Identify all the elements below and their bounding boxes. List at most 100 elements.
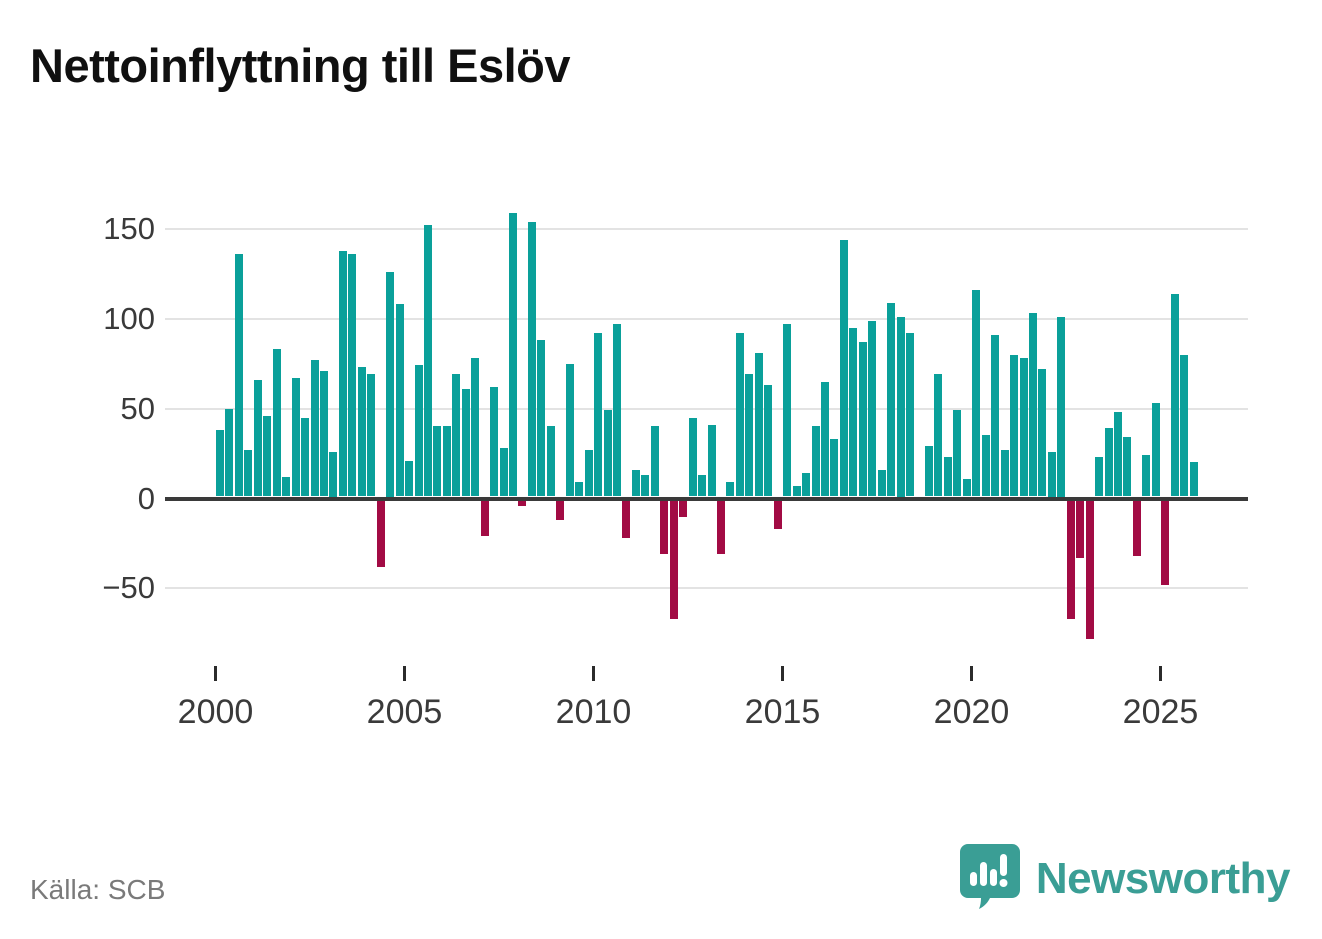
bar bbox=[414, 365, 423, 497]
bar bbox=[575, 482, 584, 497]
bar bbox=[603, 410, 612, 497]
x-axis-tick-mark bbox=[1159, 666, 1162, 681]
bar bbox=[509, 212, 518, 497]
bar bbox=[943, 457, 952, 497]
bar bbox=[1151, 403, 1160, 497]
bar bbox=[858, 342, 867, 497]
bar bbox=[1180, 354, 1189, 497]
bar bbox=[253, 379, 262, 497]
source-label: Källa: SCB bbox=[30, 874, 166, 905]
x-axis-tick-mark bbox=[592, 666, 595, 681]
bar bbox=[1170, 293, 1179, 497]
x-axis-tick-mark bbox=[781, 666, 784, 681]
bar bbox=[887, 302, 896, 497]
bar bbox=[442, 426, 451, 497]
x-axis-tick-label: 2015 bbox=[744, 693, 821, 731]
bar bbox=[669, 500, 678, 619]
bar bbox=[1066, 500, 1075, 619]
bar bbox=[527, 221, 536, 497]
y-axis-tick-label: 50 bbox=[120, 390, 155, 426]
y-axis-tick-label: 100 bbox=[103, 301, 155, 336]
bar bbox=[216, 430, 224, 497]
bar bbox=[367, 374, 376, 497]
bar bbox=[272, 349, 281, 497]
bar bbox=[319, 370, 328, 497]
x-axis-tick-mark bbox=[403, 666, 406, 681]
bar bbox=[613, 324, 622, 497]
gridline bbox=[165, 318, 1248, 320]
bar bbox=[499, 448, 508, 497]
gridline bbox=[165, 407, 1248, 410]
bar bbox=[1161, 500, 1170, 585]
bar bbox=[820, 381, 829, 497]
bar bbox=[972, 290, 981, 497]
x-axis-tick-mark bbox=[970, 666, 973, 681]
bar bbox=[433, 426, 442, 497]
bar bbox=[1104, 428, 1113, 497]
bar bbox=[1076, 500, 1085, 558]
newsworthy-logo-wordmark: Newsworthy bbox=[1035, 853, 1291, 903]
bar bbox=[263, 415, 272, 497]
bar bbox=[622, 500, 631, 539]
bar bbox=[490, 387, 499, 497]
bar bbox=[282, 476, 291, 497]
y-axis-tick-label: 0 bbox=[137, 480, 155, 516]
bar bbox=[452, 374, 461, 497]
bar bbox=[783, 324, 792, 497]
chart-title: Nettoinflyttning till Eslöv bbox=[30, 39, 571, 92]
newsworthy-logo: Newsworthy bbox=[958, 842, 1291, 915]
zero-axis-line bbox=[165, 496, 1248, 501]
x-axis-tick-label: 2005 bbox=[366, 693, 443, 731]
bar bbox=[386, 272, 395, 497]
bar bbox=[301, 417, 310, 497]
bar bbox=[679, 500, 688, 517]
bar bbox=[1095, 457, 1104, 497]
bar bbox=[792, 485, 801, 497]
bar bbox=[934, 374, 943, 497]
bar bbox=[1114, 412, 1123, 497]
bar bbox=[896, 317, 905, 497]
bar bbox=[868, 320, 877, 497]
bar bbox=[811, 426, 820, 497]
bar bbox=[480, 500, 489, 537]
gridline bbox=[165, 228, 1248, 231]
bar bbox=[773, 500, 782, 530]
bar bbox=[329, 451, 338, 497]
bar bbox=[1123, 437, 1132, 497]
bar bbox=[745, 374, 754, 497]
bar bbox=[1038, 369, 1047, 497]
bar bbox=[376, 500, 385, 567]
x-axis-tick-mark bbox=[214, 666, 217, 681]
bar bbox=[518, 500, 527, 506]
bar bbox=[802, 473, 811, 497]
bar bbox=[707, 424, 716, 497]
x-axis-tick-label: 2020 bbox=[933, 693, 1010, 731]
bar bbox=[471, 358, 480, 497]
bar bbox=[877, 469, 886, 497]
bar bbox=[1010, 354, 1019, 497]
bar bbox=[839, 239, 848, 497]
bar bbox=[291, 378, 300, 497]
bar bbox=[688, 417, 697, 497]
bar bbox=[338, 250, 347, 497]
bar bbox=[234, 254, 243, 497]
x-axis-tick-label: 2025 bbox=[1122, 693, 1199, 731]
bar bbox=[717, 500, 725, 555]
bar bbox=[565, 363, 574, 497]
bar bbox=[849, 327, 858, 497]
bar bbox=[1057, 317, 1066, 497]
newsworthy-logo-icon bbox=[958, 842, 1022, 915]
bar bbox=[631, 469, 640, 497]
bar bbox=[1142, 455, 1151, 497]
bar bbox=[924, 446, 933, 497]
bar bbox=[537, 340, 546, 497]
bar bbox=[357, 367, 366, 497]
x-axis-tick-label: 2010 bbox=[555, 693, 632, 731]
bar bbox=[594, 333, 603, 497]
bar bbox=[830, 439, 839, 497]
bar bbox=[1132, 500, 1141, 557]
bar bbox=[962, 478, 971, 497]
bar bbox=[395, 304, 404, 497]
bar bbox=[735, 333, 744, 497]
